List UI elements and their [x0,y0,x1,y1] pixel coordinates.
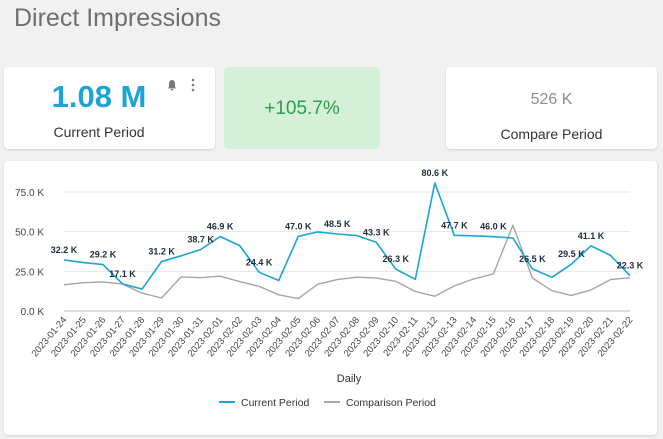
data-label: 46.0 K [480,222,507,232]
data-label: 41.1 K [578,231,605,241]
more-vert-icon[interactable] [190,78,196,92]
data-label: 22.3 K [617,261,644,271]
data-label: 46.9 K [207,222,234,232]
y-tick-label: 50.0 K [15,228,44,239]
compare-period-label: Compare Period [500,126,603,142]
current-period-value: 1.08 M [51,79,147,114]
data-label: 38.7 K [187,235,214,245]
current-period-line [63,182,631,290]
data-label: 48.5 K [324,219,351,229]
x-axis-title: Daily [337,373,362,385]
data-label: 29.5 K [558,249,585,259]
page-title: Direct Impressions [14,4,221,32]
data-label: 80.6 K [422,168,449,178]
current-period-card: 1.08 M Current Period [4,67,215,149]
percent-change-value: +105.7% [264,98,340,119]
legend-label: Comparison Period [346,397,436,409]
data-label: 43.3 K [363,227,390,237]
compare-period-value: 526 K [530,91,573,108]
comparison-period-line [63,224,631,300]
y-tick-label: 25.0 K [15,267,44,278]
y-tick-label: 75.0 K [15,188,44,199]
data-label: 32.2 K [51,245,78,255]
data-label: 47.0 K [285,221,312,231]
percent-change-card: +105.7% [224,67,380,149]
data-label: 17.1 K [109,269,136,279]
data-label: 24.4 K [246,257,273,267]
compare-period-card: 526 K Compare Period [446,67,657,149]
legend-label: Current Period [241,397,309,409]
y-tick-label: 0.0 K [21,307,45,318]
bell-icon[interactable] [166,79,178,91]
impressions-line-chart: 0.0 K25.0 K50.0 K75.0 K2023-01-242023-01… [15,168,644,409]
impressions-chart-card: 0.0 K 25.0 K 50.0 K 75.0 K 2023-01-24 2023-01… [4,161,657,435]
data-label: 47.7 K [441,220,468,230]
current-period-label: Current Period [53,124,145,140]
data-label: 26.5 K [519,254,546,264]
data-label: 26.3 K [383,254,410,264]
data-label: 29.2 K [90,250,117,260]
data-label: 31.2 K [148,246,175,256]
